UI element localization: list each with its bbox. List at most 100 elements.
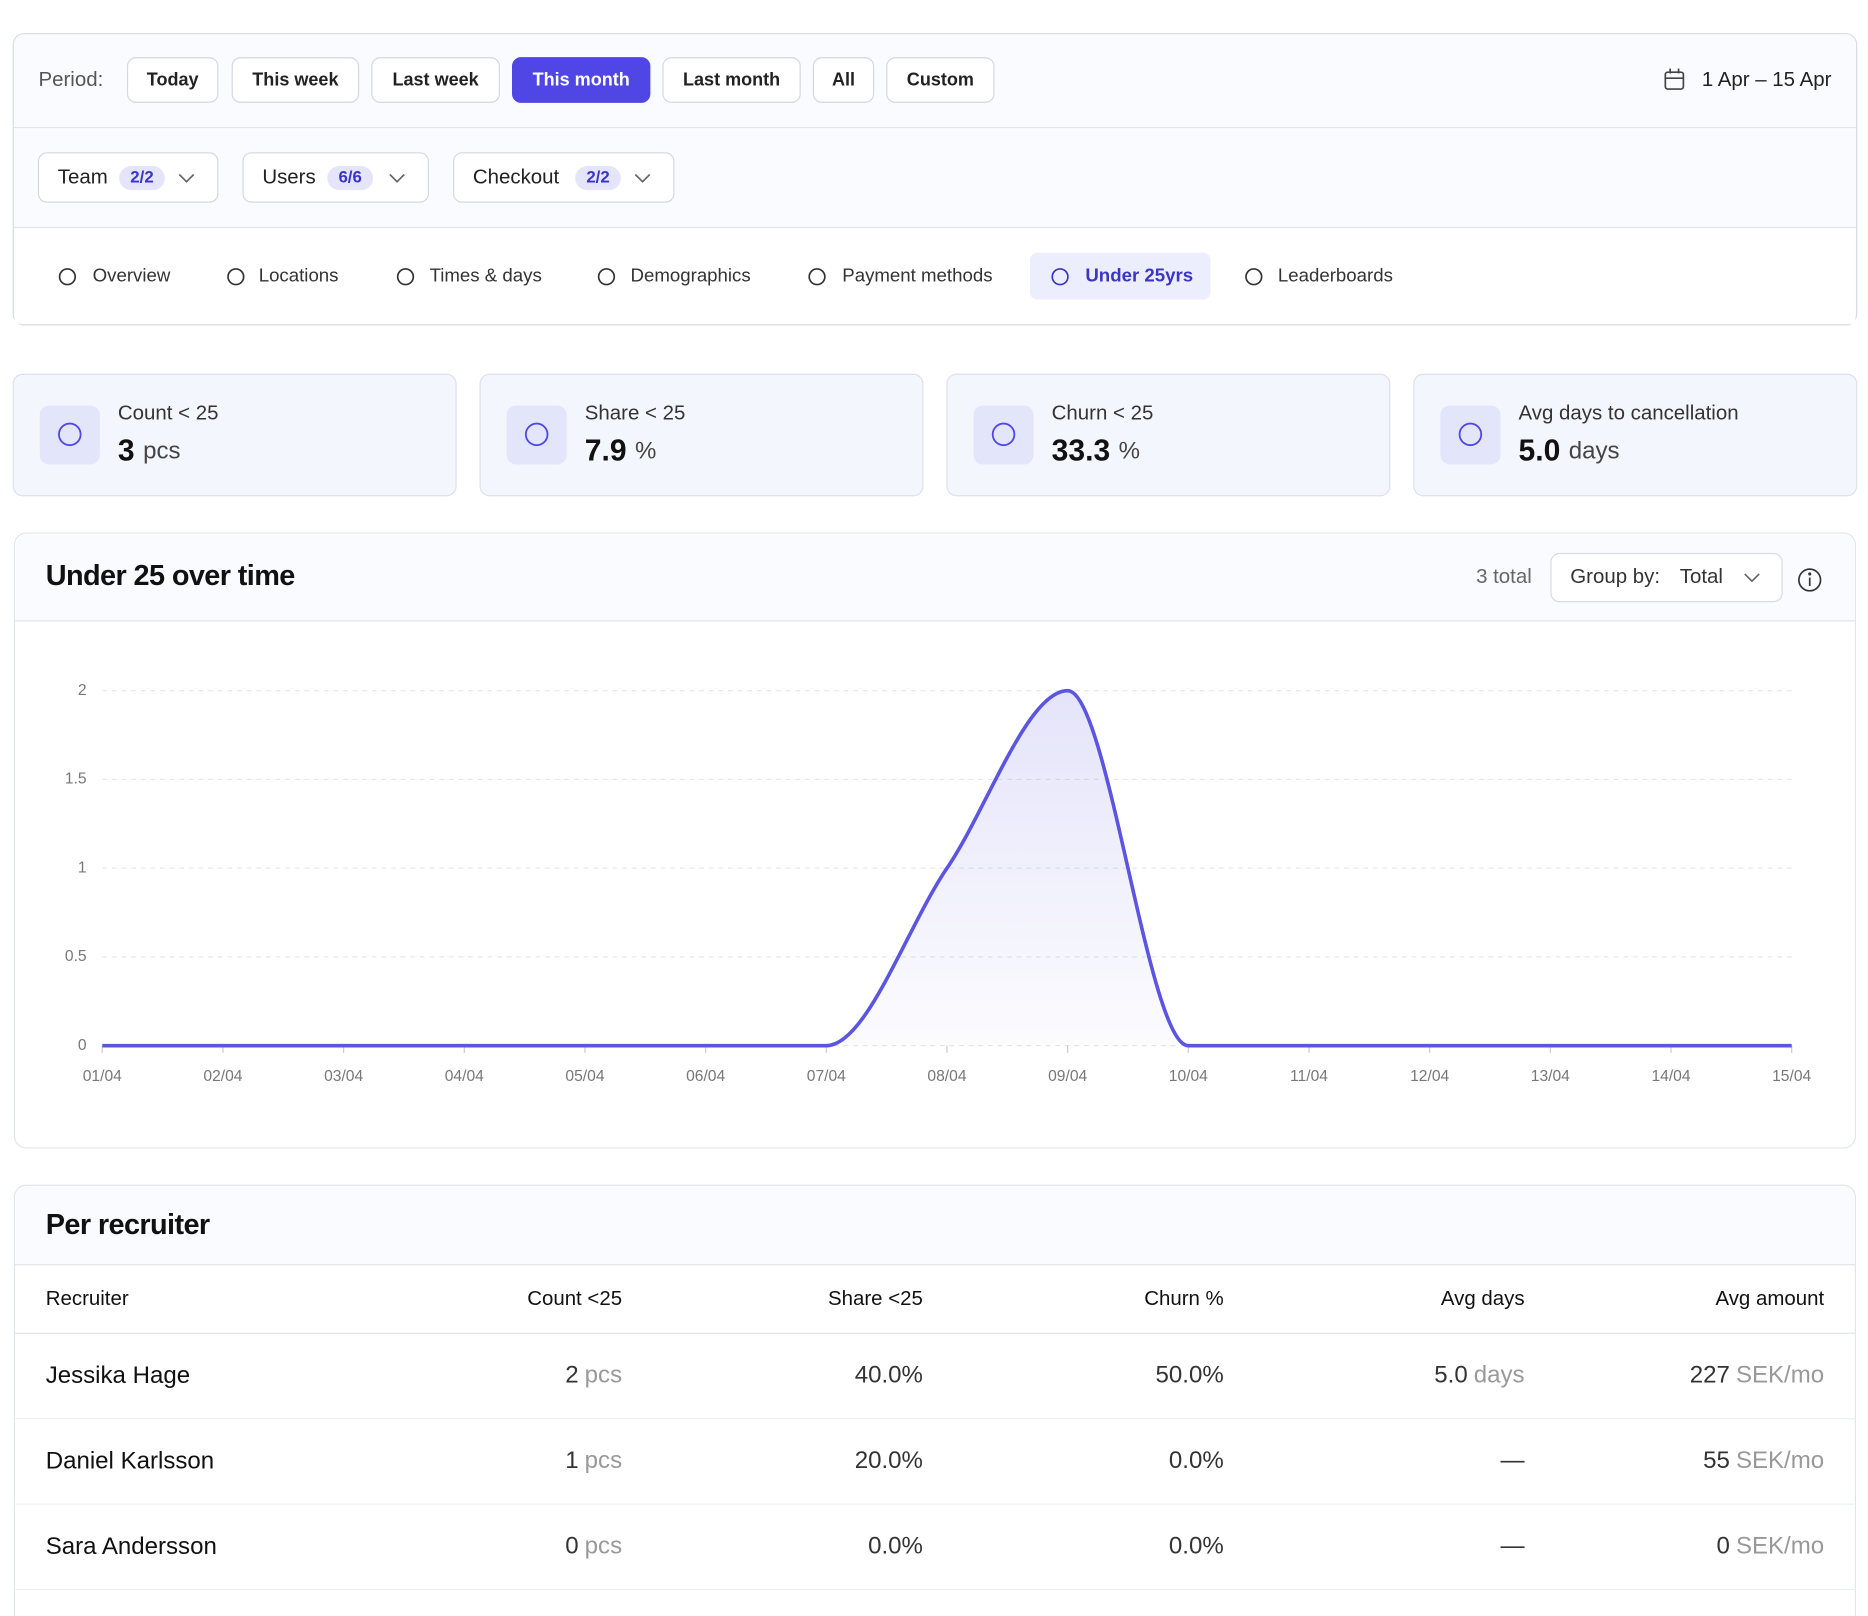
recruiter-name: Jessika Hage	[46, 1362, 190, 1389]
period-button-label[interactable]: Custom	[907, 69, 974, 89]
kpi-icon-box	[39, 405, 100, 465]
kpi-icon-box	[506, 405, 567, 465]
kpi-card	[1413, 373, 1858, 497]
column-header: Count <25	[527, 1287, 622, 1310]
period-button[interactable]	[812, 57, 875, 103]
chevron	[178, 173, 195, 183]
table-cell: 227 SEK/mo	[1690, 1362, 1824, 1389]
cell-value: 0.0%	[868, 1533, 923, 1560]
x-tick-label: 10/04	[1169, 1068, 1208, 1085]
tab-label[interactable]: Demographics	[631, 265, 751, 286]
period-button[interactable]	[371, 57, 500, 103]
table-cell: —	[1501, 1533, 1526, 1560]
x-tick-label: 06/04	[686, 1068, 725, 1085]
tab-label[interactable]: Under 25yrs	[1085, 265, 1193, 286]
tab-icon	[227, 268, 245, 286]
kpi-unit: %	[1119, 438, 1140, 465]
calendar-icon	[1664, 68, 1685, 90]
group-by-label: Group by:	[1570, 565, 1660, 588]
table-cell: 55 SEK/mo	[1703, 1447, 1824, 1474]
kpi-icon	[58, 422, 82, 447]
table-cell: 5.0 days	[1434, 1362, 1524, 1389]
period-button-label[interactable]: All	[832, 69, 855, 89]
table-cell: 0 pcs	[565, 1533, 622, 1560]
date-range[interactable]: 1 Apr – 15 Apr	[1702, 68, 1832, 91]
tab-icon	[1051, 268, 1069, 286]
tab-icon	[396, 268, 415, 286]
period-button-label[interactable]: Last month	[683, 69, 780, 89]
cell-unit: SEK/mo	[1736, 1447, 1824, 1474]
x-tick-label: 13/04	[1531, 1068, 1570, 1085]
active-tab-bg[interactable]	[1030, 252, 1211, 300]
filter-dropdown[interactable]	[453, 152, 675, 203]
period-button[interactable]	[662, 57, 801, 103]
tab-label[interactable]: Overview	[93, 265, 171, 286]
cell-unit: pcs	[585, 1533, 622, 1560]
cell-value: 40.0%	[855, 1362, 923, 1389]
table-cell: 0.0%	[868, 1533, 923, 1560]
y-tick-label: 1	[78, 859, 87, 876]
tab-label[interactable]: Payment methods	[842, 265, 992, 286]
period-button[interactable]	[126, 57, 219, 103]
x-tick-label: 01/04	[83, 1068, 122, 1085]
table-header-bg	[15, 1186, 1855, 1265]
cell-value: —	[1501, 1533, 1526, 1560]
cell-value: 2	[565, 1362, 578, 1389]
tab-label[interactable]: Locations	[259, 265, 339, 286]
table-cell: 40.0%	[855, 1362, 923, 1389]
chevron	[389, 173, 405, 183]
table-cell: 0.0%	[1169, 1533, 1224, 1560]
period-button-label[interactable]: This month	[533, 69, 630, 89]
group-by-value: Total	[1680, 565, 1723, 588]
x-tick-label: 12/04	[1410, 1068, 1449, 1085]
period-button-label[interactable]: Last week	[392, 69, 479, 89]
filter-badge-text: 2/2	[586, 168, 609, 187]
cell-value: 20.0%	[855, 1447, 923, 1474]
group-by-select[interactable]	[1550, 552, 1783, 603]
tab-icon	[1245, 268, 1263, 286]
cell-value: 50.0%	[1156, 1362, 1224, 1389]
y-tick-label: 1.5	[65, 771, 87, 788]
kpi-value: 3	[118, 434, 135, 467]
period-button-label[interactable]: This week	[252, 69, 339, 89]
table-cell: 1 pcs	[565, 1447, 622, 1474]
table-cell: 2 pcs	[565, 1362, 622, 1389]
cell-value: 0.0%	[1169, 1533, 1224, 1560]
table-title: Per recruiter	[46, 1209, 210, 1241]
column-header: Churn %	[1144, 1287, 1224, 1310]
period-button[interactable]	[231, 57, 360, 103]
kpi-value-text: 5.0 days	[1519, 434, 1620, 467]
kpi-label: Avg days to cancellation	[1519, 401, 1739, 424]
tab-icon	[58, 268, 77, 286]
y-tick-label: 0.5	[65, 948, 87, 965]
info-icon[interactable]	[1798, 568, 1822, 592]
kpi-label: Churn < 25	[1052, 401, 1154, 424]
x-tick-label: 11/04	[1290, 1068, 1328, 1085]
x-tick-label: 05/04	[565, 1068, 604, 1085]
kpi-card	[479, 373, 924, 497]
column-header: Avg days	[1441, 1287, 1525, 1310]
column-header: Avg amount	[1715, 1287, 1824, 1310]
period-button[interactable]	[511, 57, 651, 103]
tab-label[interactable]: Leaderboards	[1278, 265, 1393, 286]
table-cell: 20.0%	[855, 1447, 923, 1474]
column-header: Recruiter	[46, 1287, 129, 1310]
x-tick-label: 09/04	[1048, 1068, 1087, 1085]
period-button[interactable]	[886, 57, 995, 103]
kpi-icon	[991, 422, 1016, 447]
chart-header-bg	[15, 534, 1855, 621]
table-cell: 50.0%	[1156, 1362, 1224, 1389]
cell-value: 0	[1717, 1533, 1730, 1560]
kpi-unit: %	[635, 438, 656, 465]
kpi-card	[12, 373, 457, 497]
period-button-label[interactable]: Today	[147, 69, 199, 89]
period-label: Period:	[39, 68, 104, 91]
x-tick-label: 08/04	[927, 1068, 966, 1085]
cell-value: 55	[1703, 1447, 1730, 1474]
cell-unit: pcs	[585, 1447, 622, 1474]
tab-label[interactable]: Times & days	[430, 265, 542, 286]
cell-value: 5.0	[1434, 1362, 1467, 1389]
cell-unit: pcs	[585, 1362, 622, 1389]
kpi-icon	[1458, 422, 1483, 447]
